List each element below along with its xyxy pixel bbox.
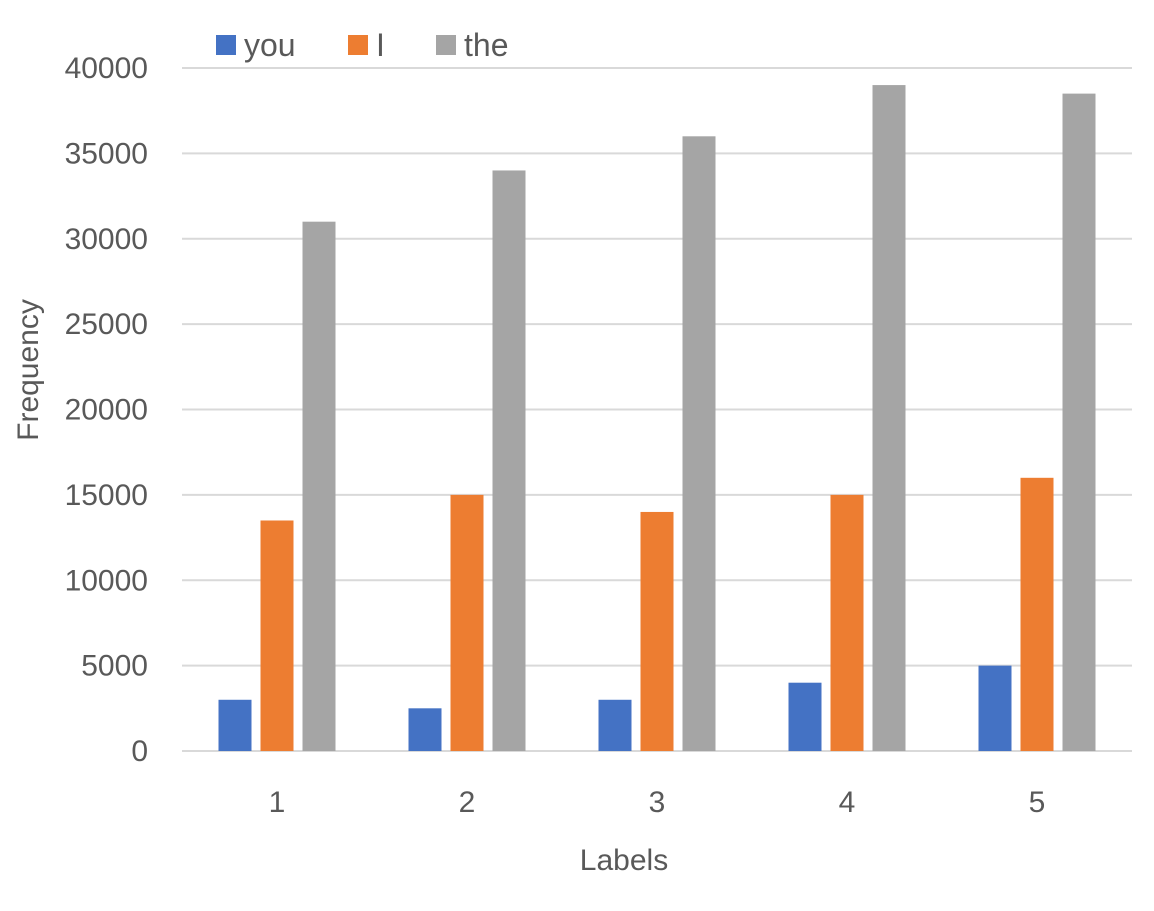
y-tick-label: 15000 bbox=[65, 479, 148, 512]
x-tick-label: 5 bbox=[1029, 786, 1046, 819]
legend-label-the: the bbox=[464, 27, 508, 63]
x-tick-label: 1 bbox=[269, 786, 286, 819]
bar-the-5 bbox=[1062, 93, 1096, 752]
bar-i-3 bbox=[640, 511, 674, 751]
bar-you-4 bbox=[788, 682, 822, 751]
legend-label-you: you bbox=[244, 27, 296, 63]
bar-i-4 bbox=[830, 494, 864, 751]
bar-the-3 bbox=[682, 136, 716, 752]
y-tick-label: 25000 bbox=[65, 308, 148, 341]
gridlines bbox=[182, 67, 1132, 752]
x-tick-label: 4 bbox=[839, 786, 856, 819]
y-axis-ticks: 0 5000 10000 15000 20000 25000 30000 35000 40000 bbox=[65, 52, 148, 768]
legend-swatch-i bbox=[348, 35, 368, 55]
bar-i-5 bbox=[1020, 477, 1054, 751]
y-tick-label: 30000 bbox=[65, 223, 148, 256]
x-axis-title: Labels bbox=[580, 844, 668, 877]
bar-you-5 bbox=[978, 665, 1012, 751]
x-tick-label: 2 bbox=[459, 786, 476, 819]
bar-you-3 bbox=[598, 699, 632, 751]
y-tick-label: 20000 bbox=[65, 394, 148, 427]
y-tick-label: 40000 bbox=[65, 52, 148, 85]
legend-label-i: I bbox=[376, 27, 385, 63]
x-tick-label: 3 bbox=[649, 786, 666, 819]
y-tick-label: 10000 bbox=[65, 564, 148, 597]
bar-i-2 bbox=[450, 494, 484, 751]
bar-i-1 bbox=[260, 520, 294, 751]
y-tick-label: 5000 bbox=[81, 650, 148, 683]
bar-the-4 bbox=[872, 85, 906, 751]
bar-the-2 bbox=[492, 170, 526, 751]
x-axis-ticks: 1 2 3 4 5 bbox=[269, 786, 1046, 819]
legend-swatch-the bbox=[436, 35, 456, 55]
y-tick-label: 35000 bbox=[65, 137, 148, 170]
bar-you-1 bbox=[218, 699, 252, 751]
bar-the-1 bbox=[302, 221, 336, 752]
bar-you-2 bbox=[408, 708, 442, 751]
legend-swatch-you bbox=[216, 35, 236, 55]
bars bbox=[218, 85, 1096, 752]
y-axis-title: Frequency bbox=[12, 299, 45, 441]
y-tick-label: 0 bbox=[131, 735, 148, 768]
